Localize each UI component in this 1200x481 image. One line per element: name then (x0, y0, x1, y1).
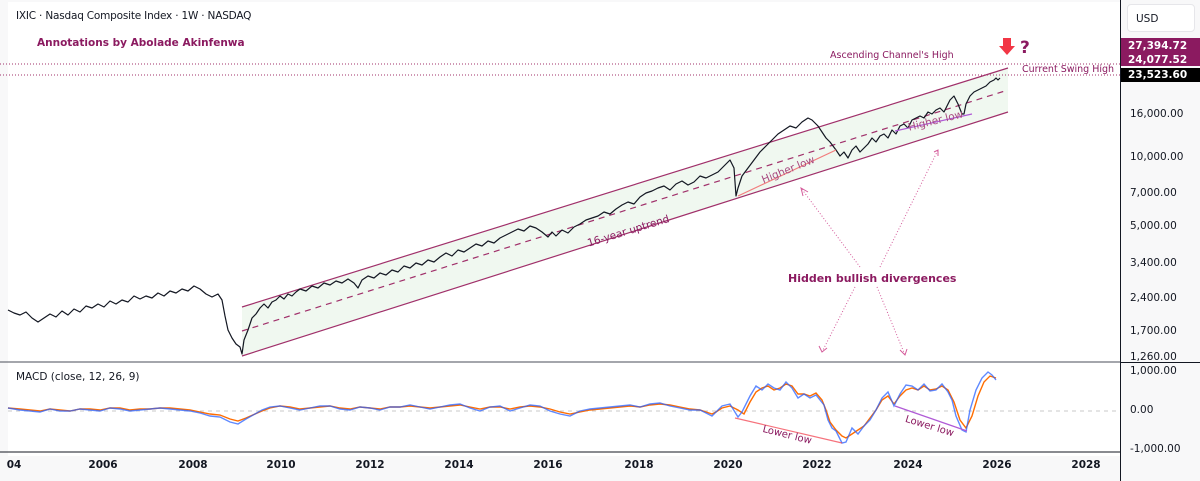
price-tick: 10,000.00 (1130, 151, 1184, 163)
time-tick: 2012 (355, 459, 385, 471)
channel-fill (242, 68, 1008, 356)
macd-tick: -1,000.00 (1130, 443, 1181, 455)
time-tick: 2006 (88, 459, 118, 471)
arrowhead-2 (933, 149, 939, 156)
price-tick: 7,000.00 (1130, 187, 1177, 199)
channel-lower-line (241, 111, 1009, 357)
higher-low-line-2 (894, 113, 973, 132)
swing-high-price: 24,077.52 (1128, 54, 1188, 66)
time-tick: 2024 (893, 459, 923, 471)
arrowhead-1 (800, 186, 809, 197)
chart-canvas[interactable] (0, 0, 1120, 481)
price-tick: 1,700.00 (1130, 325, 1177, 337)
pane-separator-axis (1120, 362, 1200, 363)
macd-tick: 0.00 (1130, 404, 1154, 416)
macd-tick: 1,000.00 (1130, 365, 1177, 377)
lower-low-line-1 (734, 417, 843, 444)
time-tick: 2026 (982, 459, 1012, 471)
macd-indicator-title[interactable]: MACD (close, 12, 26, 9) (16, 371, 140, 383)
channel-upper-line (241, 67, 1009, 308)
price-tick: 2,400.00 (1130, 292, 1177, 304)
swing-high-label: Current Swing High (1022, 64, 1115, 75)
channel-mid-line (241, 89, 1009, 332)
divergence-arrow-2 (879, 149, 939, 268)
time-tick: 2020 (713, 459, 743, 471)
time-tick: 2008 (178, 459, 208, 471)
price-tick: 1,260.00 (1130, 351, 1177, 363)
time-tick: 2016 (533, 459, 563, 471)
currency-button[interactable]: USD (1127, 4, 1195, 32)
lower-low-line-2 (894, 405, 968, 432)
question-mark: ? (1020, 38, 1030, 58)
channel-high-price: 27,394.72 (1128, 40, 1188, 52)
arrowhead-4 (899, 348, 908, 356)
channel-high-label: Ascending Channel's High (830, 50, 954, 61)
price-tick: 3,400.00 (1130, 257, 1177, 269)
divergence-arrow-1 (800, 187, 861, 268)
time-tick: 2028 (1071, 459, 1101, 471)
time-tick: 2022 (802, 459, 832, 471)
divergence-arrow-4 (876, 286, 906, 356)
red-down-arrow-icon (999, 38, 1015, 55)
time-tick: 2014 (444, 459, 474, 471)
time-tick: 2018 (624, 459, 654, 471)
price-line (7, 77, 1001, 355)
divergence-arrow-3 (821, 286, 856, 353)
price-axis-border (1120, 0, 1121, 481)
annotation-credit: Annotations by Abolade Akinfenwa (37, 37, 245, 49)
price-tick: 5,000.00 (1130, 220, 1177, 232)
time-tick: 2010 (266, 459, 296, 471)
time-tick: 04 (6, 459, 22, 471)
hidden-divergences-label: Hidden bullish divergences (788, 272, 957, 285)
macd-line (7, 371, 997, 444)
chart-title: IXIC · Nasdaq Composite Index · 1W · NAS… (16, 10, 252, 22)
last-price-label: 23,523.60 (1121, 68, 1200, 82)
price-tick: 16,000.00 (1130, 108, 1184, 120)
higher-low-line-1 (737, 149, 837, 197)
arrowhead-3 (818, 345, 828, 353)
channel-high-price-label (1121, 38, 1200, 66)
